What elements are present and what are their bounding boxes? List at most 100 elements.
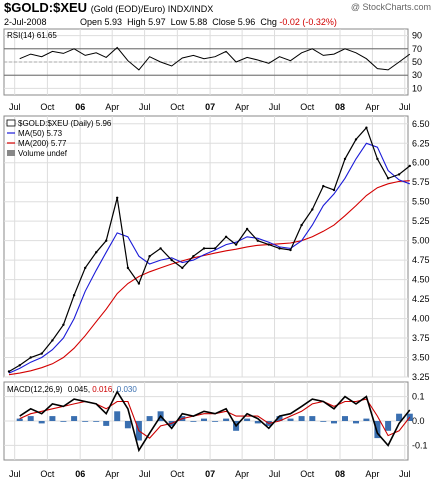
price-point: [72, 294, 76, 297]
macd-panel: 0.1 0.0 -0.1 MACD(12,26,9) 0.045, 0.016, 0…: [3, 381, 428, 461]
chg-label: Chg: [260, 17, 277, 27]
close-label: Close: [212, 17, 236, 27]
macd-histogram-bar: [353, 421, 359, 424]
price-point: [322, 184, 325, 188]
price-point: [51, 339, 54, 342]
macd-legend-label: MACD(12,26,9): [7, 385, 63, 394]
chart-title: $GOLD:$XEU (Gold (EOD)/Euro) INDX/INDX: [4, 0, 213, 15]
price-point: [213, 247, 217, 250]
y-tick-label: 4.25: [412, 294, 430, 304]
y-tick-label: 0.1: [412, 392, 425, 402]
y-tick-label: 90: [412, 31, 422, 41]
price-point: [365, 126, 368, 129]
price-point: [408, 164, 411, 168]
open-label: Open: [80, 17, 103, 27]
y-tick-label: 50: [412, 57, 422, 67]
y-tick-label: 0.0: [412, 416, 425, 426]
x-tick-label: Jul: [9, 469, 21, 479]
x-tick-label: Apr: [105, 469, 119, 479]
price-point: [116, 196, 119, 199]
macd-histogram-bar: [254, 421, 261, 424]
y-tick-label: 5.25: [412, 216, 430, 226]
macd-histogram-bar: [244, 418, 251, 421]
y-tick-label: 6.50: [412, 119, 430, 129]
x-axis-bottom: Jul Oct 06 Apr Jul Oct 07 Apr Jul Oct 08 Apr Jul: [9, 469, 411, 479]
macd-histogram-bar: [114, 411, 121, 422]
x-axis-middle: Jul Oct 06 Apr Jul Oct 07 Apr Jul Oct 08 Apr Jul: [9, 102, 411, 112]
rsi-line: [19, 46, 411, 71]
price-legend: $GOLD:$XEU (Daily) 5.96 MA(50) 5.73 MA(2…: [6, 119, 112, 158]
x-tick-label: 06: [75, 469, 85, 479]
price-point: [29, 356, 32, 359]
x-tick-label: Jul: [9, 102, 21, 112]
x-tick-label: 07: [205, 469, 215, 479]
price-point: [278, 247, 281, 250]
price-panel: 6.50 6.25 6.00 5.75 5.50 5.25 5.00 4.75 4.50 4.25…: [3, 115, 430, 382]
price-point: [267, 243, 270, 246]
price-frame: [3, 115, 409, 378]
macd-histogram-bar: [331, 421, 337, 424]
x-tick-label: Jul: [139, 469, 151, 479]
macd-legend: MACD(12,26,9) 0.045, 0.016, 0.030: [7, 385, 137, 394]
price-point: [386, 177, 390, 180]
y-tick-label: 4.50: [412, 275, 430, 285]
x-tick-label: Jul: [399, 102, 411, 112]
y-tick-label: 30: [412, 70, 422, 80]
price-point: [159, 247, 162, 250]
price-point: [376, 157, 379, 161]
x-tick-label: Apr: [235, 102, 249, 112]
macd-histogram-bar: [309, 416, 316, 421]
chg-value: -0.02 (-0.32%): [279, 17, 337, 27]
low-value: 5.88: [189, 17, 208, 27]
macd-histogram-bar: [49, 416, 56, 421]
y-tick-label: 3.50: [412, 353, 430, 363]
price-point: [245, 227, 249, 231]
price-point: [354, 138, 358, 141]
x-tick-label: Apr: [365, 469, 379, 479]
price-point: [181, 266, 184, 270]
macd-histogram-bar: [82, 421, 89, 422]
macd-histogram-bar: [363, 418, 370, 421]
macd-legend-signal: 0.016: [92, 385, 113, 394]
price-point: [202, 247, 206, 250]
price-point: [397, 173, 401, 176]
macd-histogram-bar: [93, 421, 100, 422]
price-point: [332, 188, 336, 192]
price-point: [192, 255, 195, 258]
symbol-description: (Gold (EOD)/Euro) INDX/INDX: [90, 4, 214, 14]
macd-histogram-bar: [146, 416, 153, 421]
price-point: [40, 352, 43, 355]
price-point: [62, 323, 65, 326]
price-line: [8, 126, 411, 373]
macd-legend-macd: 0.045: [68, 385, 89, 394]
x-tick-label: Oct: [170, 102, 185, 112]
price-point: [343, 157, 347, 161]
rsi-panel: 90 70 50 30 10 RSI(14) 61.65: [3, 28, 422, 96]
x-tick-label: 06: [75, 102, 85, 112]
high-value: 5.97: [148, 17, 166, 27]
price-legend-symbol: $GOLD:$XEU (Daily) 5.96: [18, 119, 112, 128]
quote-summary: Open 5.93 High 5.97 Low 5.88 Close 5.96 …: [80, 17, 337, 27]
y-tick-label: 3.25: [412, 372, 430, 382]
price-point: [148, 255, 151, 258]
y-tick-label: 5.75: [412, 177, 430, 187]
price-point: [84, 266, 87, 270]
x-tick-label: Jul: [269, 102, 281, 112]
close-value: 5.96: [237, 17, 256, 27]
x-tick-label: Apr: [235, 469, 249, 479]
macd-histogram-bar: [320, 421, 327, 422]
copyright: @ StockCharts.com: [350, 2, 431, 12]
macd-histogram-bar: [342, 416, 348, 421]
low-label: Low: [170, 17, 188, 27]
quote-date: 2-Jul-2008: [4, 17, 47, 27]
ma50-legend: MA(50) 5.73: [18, 129, 63, 138]
macd-histogram-bar: [212, 421, 219, 422]
y-tick-label: 6.25: [412, 138, 430, 148]
price-point: [224, 235, 228, 238]
y-tick-label: 4.00: [412, 314, 430, 324]
symbol: $GOLD:$XEU: [4, 0, 88, 15]
y-tick-label: 5.00: [412, 236, 430, 246]
x-tick-label: Oct: [40, 102, 55, 112]
y-tick-label: 10: [412, 83, 422, 93]
price-point: [256, 239, 259, 242]
